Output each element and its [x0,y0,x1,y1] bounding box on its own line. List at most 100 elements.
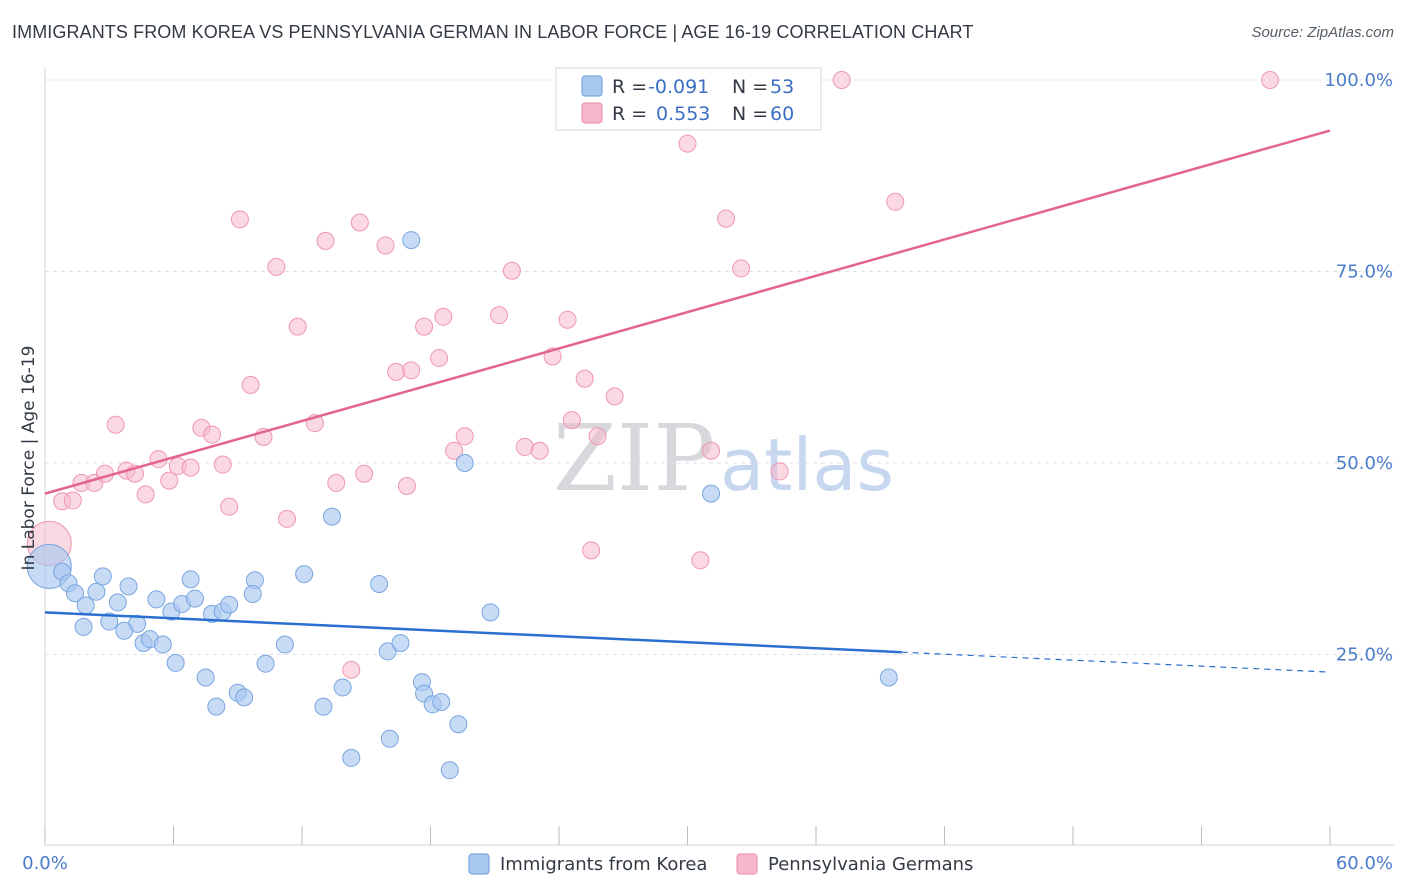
data-point-pennsylvania [691,551,710,570]
data-point-pennsylvania [455,427,474,446]
data-point-korea [275,635,294,654]
data-point-korea [256,654,275,673]
data-point-pennsylvania [445,441,464,460]
data-point-korea [702,484,721,503]
stats-n-label-pennsylvania: N = [732,103,768,125]
data-point-pennsylvania [530,441,549,460]
data-point-pennsylvania [434,307,453,326]
data-point-pennsylvania [106,415,125,434]
data-point-korea [76,596,95,615]
stats-n-value-korea: 53 [770,76,794,98]
data-point-korea [333,678,352,697]
data-point-pennsylvania [832,71,851,89]
data-point-pennsylvania [415,317,434,336]
data-points [26,71,1280,780]
data-point-korea [115,621,134,640]
data-point-korea [378,642,397,661]
data-point-korea [481,603,500,622]
chart-title: IMMIGRANTS FROM KOREA VS PENNSYLVANIA GE… [12,22,974,42]
data-point-korea [65,584,84,603]
data-point-pennsylvania [605,387,624,406]
data-point-pennsylvania [181,458,200,477]
data-point-pennsylvania [316,231,335,250]
data-point-korea [207,697,226,716]
data-point-pennsylvania [490,306,509,325]
data-point-korea [455,454,474,472]
data-point-pennsylvania [717,209,736,228]
data-point-pennsylvania [515,437,534,456]
y-axis-title: In Labor Force | Age 16-19 [19,346,39,571]
data-point-korea [243,584,262,603]
data-point-pennsylvania [355,464,374,483]
stats-r-label-korea: R = [612,76,647,98]
watermark-atlas: atlas [720,423,894,507]
legend-swatch-korea [468,853,490,875]
data-point-pennsylvania [732,259,751,278]
x-tick-label: 60.0% [1336,853,1393,874]
trend-line-korea-extension [901,651,1331,673]
data-point-korea [93,567,112,586]
data-point-pennsylvania [241,375,260,394]
data-point-korea [196,668,215,687]
watermark: ZIP atlas [553,405,894,512]
data-point-pennsylvania [278,509,297,528]
gridlines [45,79,1394,655]
data-point-korea [185,589,204,608]
data-point-korea [153,635,172,654]
data-point-pennsylvania [160,471,179,490]
data-point-korea [108,593,127,612]
data-point-korea [181,570,200,589]
y-tick-label: 75.0% [1336,262,1393,283]
legend: Immigrants from Korea Pennsylvania Germa… [468,853,973,875]
data-point-korea [370,575,389,594]
data-point-korea [314,697,333,716]
stats-n-label-korea: N = [732,76,768,98]
data-point-pennsylvania [588,427,607,446]
stats-swatch-pennsylvania [581,102,603,124]
data-point-pennsylvania [575,369,594,388]
stats-box: R = -0.091 N = 53 R = 0.553 N = 60 [555,67,822,131]
data-point-korea [402,231,421,250]
data-point-pennsylvania [350,213,369,232]
data-point-pennsylvania [220,497,239,516]
data-point-korea [220,595,239,614]
data-point-pennsylvania [702,441,721,460]
data-point-korea [380,729,399,748]
data-point-korea [87,582,106,601]
data-point-korea [235,688,254,707]
data-point-pennsylvania [678,134,697,153]
stats-swatch-korea [581,75,603,97]
data-point-pennsylvania [1261,71,1280,89]
axes [44,68,1394,846]
legend-label-korea: Immigrants from Korea [500,854,707,875]
data-point-pennsylvania [886,192,905,211]
data-point-pennsylvania [562,411,581,430]
data-point-korea [74,617,93,636]
data-point-korea [440,761,459,780]
legend-item-korea[interactable]: Immigrants from Korea [468,853,707,875]
x-tick-label: 0.0% [22,853,68,874]
stats-r-value-korea: -0.091 [648,76,709,98]
data-point-korea [295,565,314,584]
data-point-korea [342,748,361,767]
data-point-pennsylvania [327,473,346,492]
data-point-pennsylvania [387,362,406,381]
data-point-pennsylvania [397,476,416,495]
data-point-korea [119,577,138,596]
legend-label-pennsylvania: Pennsylvania Germans [768,854,973,875]
data-point-pennsylvania [213,455,232,474]
data-point-pennsylvania [376,236,395,255]
data-point-pennsylvania [402,361,421,380]
trend-lines [44,129,1331,673]
data-point-korea [432,692,451,711]
y-tick-label: 25.0% [1336,645,1393,666]
legend-swatch-pennsylvania [736,853,758,875]
stats-r-value-pennsylvania: 0.553 [656,103,710,125]
data-point-pennsylvania [502,261,521,280]
data-point-korea [879,668,898,687]
legend-item-pennsylvania[interactable]: Pennsylvania Germans [736,853,973,875]
data-point-korea [322,507,341,526]
data-point-pennsylvania [288,317,307,336]
data-point-korea [147,590,166,609]
